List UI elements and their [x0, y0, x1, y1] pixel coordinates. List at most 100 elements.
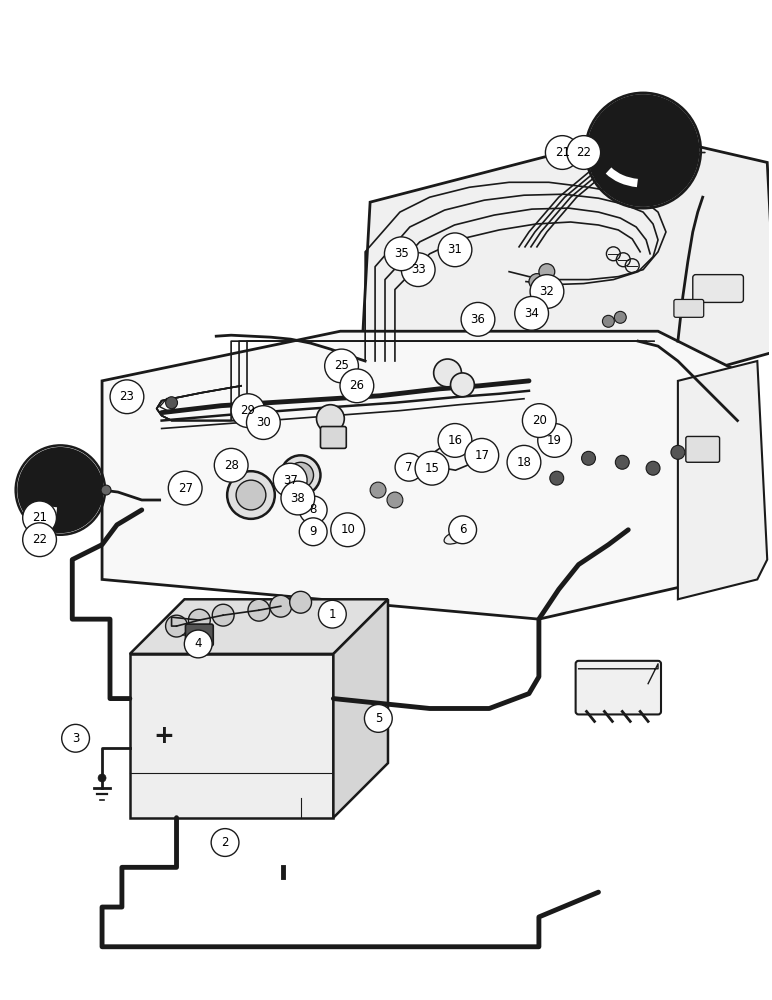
Circle shape: [461, 302, 495, 336]
Circle shape: [451, 373, 474, 397]
Text: 5: 5: [374, 712, 382, 725]
Text: 10: 10: [340, 523, 355, 536]
Circle shape: [270, 595, 292, 617]
Circle shape: [318, 600, 347, 628]
FancyBboxPatch shape: [185, 624, 213, 646]
Circle shape: [212, 829, 239, 856]
Circle shape: [602, 315, 615, 327]
Circle shape: [215, 448, 248, 482]
Circle shape: [449, 516, 476, 544]
Circle shape: [523, 404, 556, 437]
Text: 22: 22: [576, 146, 591, 159]
Circle shape: [300, 496, 327, 524]
Circle shape: [434, 359, 462, 387]
FancyBboxPatch shape: [686, 436, 720, 462]
Circle shape: [22, 523, 56, 557]
Ellipse shape: [444, 531, 465, 544]
Circle shape: [615, 311, 626, 323]
Circle shape: [387, 492, 403, 508]
Circle shape: [529, 274, 545, 290]
Circle shape: [507, 445, 541, 479]
Circle shape: [166, 615, 188, 637]
Text: 3: 3: [72, 732, 80, 745]
Circle shape: [615, 455, 629, 469]
Text: 34: 34: [524, 307, 539, 320]
Text: 25: 25: [334, 359, 349, 372]
Text: 27: 27: [178, 482, 193, 495]
Text: 35: 35: [394, 247, 408, 260]
Circle shape: [545, 136, 579, 169]
Text: 16: 16: [448, 434, 462, 447]
Text: 20: 20: [532, 414, 547, 427]
Circle shape: [325, 349, 358, 383]
Circle shape: [581, 451, 595, 465]
Text: 26: 26: [350, 379, 364, 392]
Circle shape: [288, 462, 313, 488]
Circle shape: [212, 604, 234, 626]
Circle shape: [415, 451, 449, 485]
FancyBboxPatch shape: [692, 275, 743, 302]
Text: 19: 19: [547, 434, 562, 447]
Circle shape: [281, 481, 315, 515]
Circle shape: [281, 455, 320, 495]
Circle shape: [98, 774, 106, 782]
Circle shape: [166, 397, 178, 409]
Text: 32: 32: [540, 285, 554, 298]
Circle shape: [168, 471, 202, 505]
Polygon shape: [361, 133, 772, 421]
Circle shape: [395, 453, 423, 481]
FancyBboxPatch shape: [320, 427, 347, 448]
Text: 1: 1: [329, 608, 336, 621]
Circle shape: [273, 463, 307, 497]
Circle shape: [567, 136, 601, 169]
Circle shape: [227, 471, 275, 519]
Text: 15: 15: [425, 462, 439, 475]
Circle shape: [538, 424, 571, 457]
Polygon shape: [334, 599, 388, 818]
Polygon shape: [102, 331, 757, 619]
Text: 22: 22: [32, 533, 47, 546]
Text: 9: 9: [310, 525, 317, 538]
Text: 21: 21: [32, 511, 47, 524]
Circle shape: [188, 609, 210, 631]
Text: 30: 30: [256, 416, 271, 429]
Circle shape: [438, 424, 472, 457]
Text: 37: 37: [283, 474, 298, 487]
Circle shape: [588, 96, 698, 205]
Text: 31: 31: [448, 243, 462, 256]
Circle shape: [671, 445, 685, 459]
FancyBboxPatch shape: [576, 661, 661, 714]
Circle shape: [465, 438, 499, 472]
Circle shape: [438, 233, 472, 267]
Circle shape: [530, 275, 564, 308]
Text: 21: 21: [555, 146, 570, 159]
Text: 23: 23: [120, 390, 134, 403]
Circle shape: [539, 264, 555, 280]
Circle shape: [110, 380, 144, 414]
Text: 8: 8: [310, 503, 317, 516]
Text: 2: 2: [222, 836, 229, 849]
Circle shape: [515, 296, 548, 330]
Text: 4: 4: [195, 637, 202, 650]
Circle shape: [231, 394, 265, 428]
Text: 28: 28: [224, 459, 239, 472]
Circle shape: [300, 518, 327, 546]
Text: 33: 33: [411, 263, 425, 276]
Circle shape: [246, 406, 280, 439]
Circle shape: [384, 237, 418, 271]
Text: 18: 18: [516, 456, 531, 469]
Polygon shape: [130, 654, 334, 818]
Circle shape: [22, 501, 56, 535]
Circle shape: [236, 480, 266, 510]
Text: 36: 36: [471, 313, 486, 326]
Polygon shape: [130, 599, 388, 654]
Circle shape: [62, 724, 90, 752]
Circle shape: [248, 599, 270, 621]
Circle shape: [340, 369, 374, 403]
Text: 6: 6: [459, 523, 466, 536]
Circle shape: [101, 485, 111, 495]
FancyBboxPatch shape: [674, 299, 704, 317]
Circle shape: [370, 482, 386, 498]
Polygon shape: [678, 361, 767, 599]
Text: 7: 7: [405, 461, 413, 474]
